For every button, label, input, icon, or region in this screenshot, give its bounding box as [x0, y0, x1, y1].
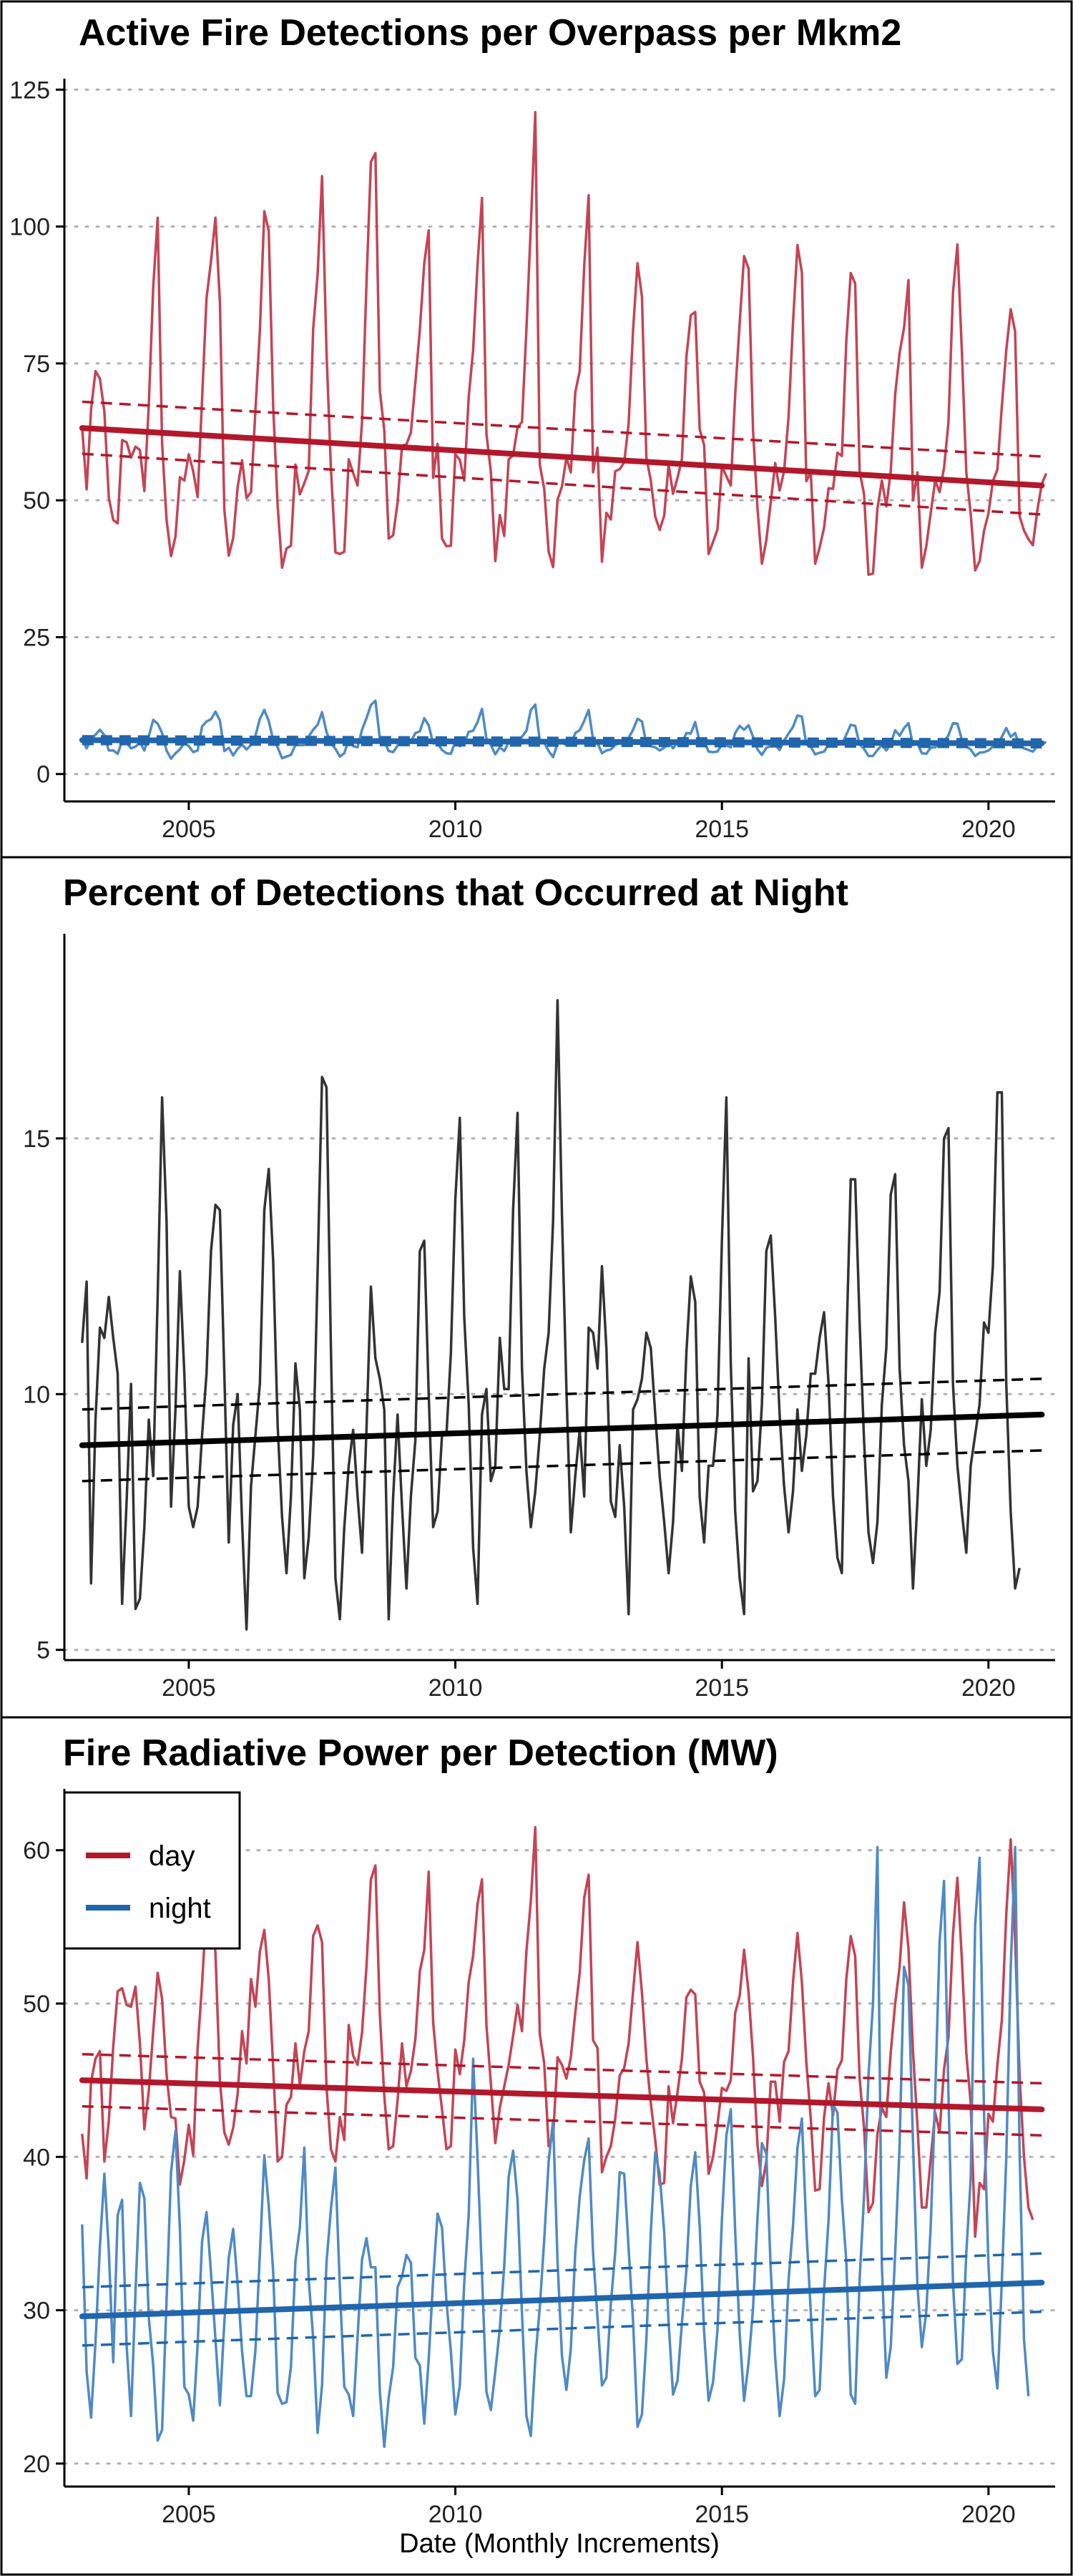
plot-area: 0 25 50 75 100 125 2005 2010 2015 2020	[9, 77, 1057, 843]
x-tick-label: 2015	[695, 2501, 749, 2528]
panel-frame	[0, 1716, 1073, 2576]
y-tick-label: 60	[23, 1838, 50, 1865]
legend-box	[63, 1791, 241, 1950]
legend-label-day: day	[149, 1840, 195, 1872]
plot-area: 20 30 40 50 60 2005 2010 2015 2020	[23, 1789, 1057, 2528]
y-tick-label: 30	[23, 2298, 50, 2325]
panel-fire-radiative-power: Fire Radiative Power per Detection (MW) …	[0, 1716, 1073, 2576]
series-line-day	[81, 1825, 1034, 2238]
trend-ci-lower-frac	[82, 1449, 1042, 1483]
y-tick-label: 50	[23, 487, 50, 514]
trend-ci-lower-night	[82, 2310, 1042, 2347]
trend-fit-day	[79, 2077, 1045, 2112]
trend-ci-lower-day	[82, 452, 1042, 516]
legend-label-night: night	[149, 1893, 211, 1924]
legend: day night	[63, 1791, 241, 1950]
series-line-day	[81, 110, 1048, 576]
y-tick-label: 50	[23, 1991, 50, 2018]
trend-ci-upper-day	[82, 400, 1042, 458]
y-tick-label: 20	[23, 2451, 50, 2478]
x-tick-label: 2020	[961, 816, 1016, 843]
y-tick-label: 40	[23, 2144, 50, 2171]
trend-ci-upper-night	[82, 2252, 1042, 2289]
y-tick-label: 0	[36, 761, 50, 789]
y-tick-label: 25	[23, 624, 50, 651]
trend-ci-upper-day	[82, 2052, 1042, 2085]
plot-area: 5 10 15 2005 2010 2015 2020	[23, 934, 1057, 1702]
trend-ci-lower-day	[82, 2104, 1042, 2137]
trend-ci-upper-frac	[82, 1377, 1042, 1411]
trend-fit-frac	[79, 1411, 1045, 1448]
trend-fit-night	[79, 2280, 1045, 2320]
trend-ci-upper-night	[82, 735, 1042, 741]
x-tick-label: 2010	[428, 2501, 483, 2528]
y-tick-label: 125	[9, 77, 50, 104]
x-tick-label: 2010	[428, 1674, 483, 1702]
panel-active-fire-detections: Active Fire Detections per Overpass per …	[0, 0, 1073, 859]
x-tick-label: 2005	[162, 1674, 216, 1702]
y-tick-label: 10	[23, 1381, 50, 1408]
chart-title: Fire Radiative Power per Detection (MW)	[63, 1732, 778, 1774]
trend-fit-day	[79, 425, 1045, 489]
x-tick-label: 2005	[162, 816, 216, 843]
x-tick-label: 2020	[961, 2501, 1016, 2528]
y-tick-label: 100	[9, 214, 50, 241]
trend-ci-lower-night	[82, 742, 1042, 748]
x-tick-label: 2015	[695, 816, 749, 843]
chart-title: Active Fire Detections per Overpass per …	[79, 12, 901, 54]
x-axis-label: Date (Monthly Increments)	[399, 2529, 720, 2559]
panel-night-percent: Percent of Detections that Occurred at N…	[0, 856, 1073, 1719]
series-line-night	[81, 1845, 1030, 2449]
trend-fit-night	[79, 737, 1045, 746]
y-tick-label: 15	[23, 1126, 50, 1153]
x-tick-label: 2005	[162, 2501, 216, 2528]
x-tick-label: 2010	[428, 816, 483, 843]
x-tick-label: 2020	[961, 1674, 1016, 1702]
chart-title: Percent of Detections that Occurred at N…	[63, 872, 848, 914]
x-tick-label: 2015	[695, 1674, 749, 1702]
y-tick-label: 75	[23, 351, 50, 378]
y-tick-label: 5	[36, 1637, 50, 1664]
